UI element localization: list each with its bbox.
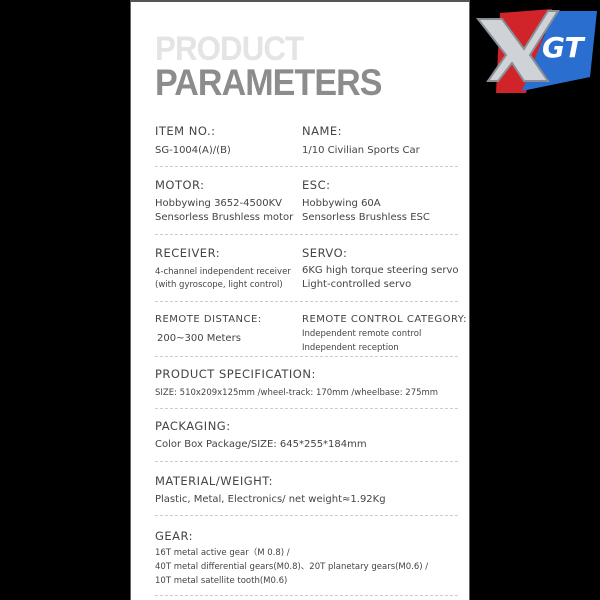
servo-label: SERVO: — [302, 246, 348, 260]
item-no-label: ITEM NO.: — [155, 124, 216, 138]
gear-value-1: 16T metal active gear（M 0.8) / — [155, 548, 290, 558]
material-label: MATERIAL/WEIGHT: — [155, 474, 273, 488]
gear-label: GEAR: — [155, 529, 194, 543]
esc-value-1: Hobbywing 60A — [302, 198, 381, 209]
divider — [155, 595, 458, 596]
receiver-value-1: 4-channel independent receiver — [155, 267, 291, 277]
name-value: 1/10 Civilian Sports Car — [302, 145, 420, 156]
specification-value: SIZE: 510x209x125mm /wheel-track: 170mm … — [155, 388, 439, 398]
motor-label: MOTOR: — [155, 178, 205, 192]
divider — [155, 234, 458, 235]
svg-text:GT: GT — [542, 31, 585, 64]
divider — [155, 408, 458, 409]
remote-distance-label: REMOTE DISTANCE: — [155, 314, 262, 325]
packaging-value: Color Box Package/SIZE: 645*255*184mm — [155, 439, 367, 450]
esc-value-2: Sensorless Brushless ESC — [302, 212, 430, 223]
motor-value-1: Hobbywing 3652-4500KV — [155, 198, 282, 209]
divider — [155, 515, 458, 516]
divider — [155, 461, 458, 462]
divider — [155, 301, 458, 302]
esc-label: ESC: — [302, 178, 331, 192]
material-value: Plastic, Metal, Electronics/ net weight≈… — [155, 494, 386, 505]
title-line1: PRODUCT — [155, 30, 304, 68]
packaging-label: PACKAGING: — [155, 419, 231, 433]
divider — [155, 356, 458, 357]
remote-category-value-2: Independent reception — [302, 343, 399, 353]
remote-category-value-1: Independent remote control — [302, 329, 422, 339]
name-label: NAME: — [302, 124, 343, 138]
receiver-value-2: (with gyroscope, light control) — [155, 280, 283, 290]
remote-distance-value: 200~300 Meters — [157, 333, 241, 344]
divider — [155, 166, 458, 167]
gear-value-2: 40T metal differential gears(M0.8)、20T p… — [155, 562, 429, 572]
remote-category-label: REMOTE CONTROL CATEGORY: — [302, 314, 467, 325]
gear-value-3: 10T metal satellite tooth(M0.6) — [155, 576, 288, 586]
motor-value-2: Sensorless Brushless motor — [155, 212, 294, 223]
servo-value-1: 6KG high torque steering servo — [302, 265, 459, 276]
title-line2: PARAMETERS — [155, 62, 382, 103]
item-no-value: SG-1004(A)/(B) — [155, 145, 231, 156]
spec-sheet-panel — [130, 0, 470, 600]
specification-label: PRODUCT SPECIFICATION: — [155, 367, 316, 381]
servo-value-2: Light-controlled servo — [302, 279, 412, 290]
receiver-label: RECEIVER: — [155, 246, 221, 260]
xgt-logo: GT — [475, 9, 597, 93]
